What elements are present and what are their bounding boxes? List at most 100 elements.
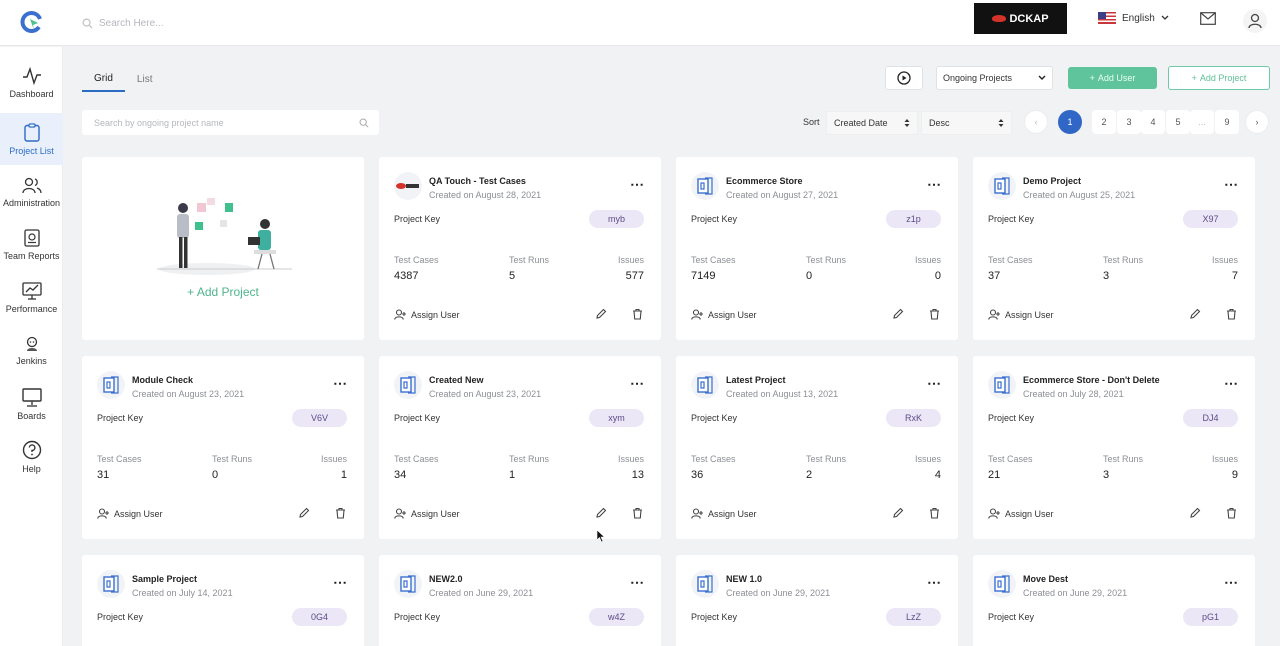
page-button[interactable]: 2	[1092, 110, 1116, 134]
project-name[interactable]: QA Touch - Test Cases	[429, 176, 526, 186]
plus-icon: +	[187, 285, 197, 299]
add-project-label[interactable]: + Add Project	[82, 285, 364, 299]
add-user-button[interactable]: + Add User	[1068, 67, 1157, 89]
sidebar-item-label: Team Reports	[3, 251, 60, 261]
play-button[interactable]	[885, 66, 923, 90]
tab-grid[interactable]: Grid	[82, 66, 125, 92]
project-name[interactable]: Sample Project	[132, 574, 198, 584]
assign-user-button[interactable]: Assign User	[691, 309, 757, 320]
page-button[interactable]: 3	[1117, 110, 1141, 134]
prev-page-button[interactable]: ‹	[1024, 110, 1048, 134]
project-key-label: Project Key	[988, 214, 1035, 224]
sort-order-select[interactable]: Desc	[921, 111, 1012, 135]
user-avatar[interactable]	[1243, 9, 1267, 33]
project-card[interactable]: Demo Project Created on August 25, 2021 …	[973, 157, 1255, 340]
sidebar-item-label: Performance	[5, 304, 58, 314]
more-options-icon[interactable]: ⋯	[927, 375, 942, 391]
edit-project-button[interactable]	[1189, 308, 1201, 323]
page-button[interactable]: 5	[1166, 110, 1190, 134]
delete-project-button[interactable]	[929, 507, 940, 522]
project-card[interactable]: Ecommerce Store Created on August 27, 20…	[676, 157, 958, 340]
project-name[interactable]: Move Dest	[1023, 574, 1069, 584]
sidebar-item-boards[interactable]: Boards	[0, 378, 63, 430]
project-status-select[interactable]: Ongoing Projects	[936, 66, 1053, 90]
add-project-illustration	[157, 198, 292, 275]
project-card[interactable]: QA Touch - Test Cases Created on August …	[379, 157, 661, 340]
edit-project-button[interactable]	[892, 507, 904, 522]
assign-user-button[interactable]: Assign User	[394, 309, 460, 320]
edit-project-button[interactable]	[595, 507, 607, 522]
edit-project-button[interactable]	[1189, 507, 1201, 522]
test-runs-value: 1	[509, 469, 516, 481]
project-card[interactable]: Ecommerce Store - Don't Delete Created o…	[973, 356, 1255, 539]
sidebar-item-dashboard[interactable]: Dashboard	[0, 57, 63, 109]
more-options-icon[interactable]: ⋯	[333, 375, 348, 391]
assign-user-button[interactable]: Assign User	[97, 508, 163, 519]
sidebar-item-performance[interactable]: Performance	[0, 272, 63, 324]
delete-project-button[interactable]	[1226, 308, 1237, 323]
more-options-icon[interactable]: ⋯	[333, 574, 348, 590]
project-card[interactable]: Module Check Created on August 23, 2021 …	[82, 356, 364, 539]
sidebar-item-help[interactable]: Help	[0, 431, 63, 483]
assign-user-button[interactable]: Assign User	[691, 508, 757, 519]
edit-project-button[interactable]	[298, 507, 310, 522]
project-card[interactable]: Sample Project Created on July 14, 2021 …	[82, 555, 364, 646]
project-name[interactable]: Ecommerce Store - Don't Delete	[1023, 375, 1160, 385]
project-key-badge: RxK	[886, 409, 941, 427]
more-options-icon[interactable]: ⋯	[1224, 574, 1239, 590]
dckap-logo-icon	[396, 183, 419, 189]
more-options-icon[interactable]: ⋯	[630, 176, 645, 192]
edit-project-button[interactable]	[595, 308, 607, 323]
project-card[interactable]: NEW 1.0 Created on June 29, 2021 ⋯ Proje…	[676, 555, 958, 646]
mail-icon[interactable]	[1200, 12, 1216, 25]
add-project-card[interactable]: + Add Project	[82, 157, 364, 340]
delete-project-button[interactable]	[1226, 507, 1237, 522]
project-card[interactable]: Latest Project Created on August 13, 202…	[676, 356, 958, 539]
more-options-icon[interactable]: ⋯	[927, 176, 942, 192]
project-search-placeholder: Search by ongoing project name	[94, 117, 224, 128]
more-options-icon[interactable]: ⋯	[927, 574, 942, 590]
page-button[interactable]: 4	[1141, 110, 1165, 134]
project-name[interactable]: Created New	[429, 375, 484, 385]
project-name[interactable]: NEW 1.0	[726, 574, 763, 584]
app-logo-icon[interactable]	[20, 10, 44, 34]
next-page-button[interactable]: ›	[1245, 110, 1269, 134]
tab-list[interactable]: List	[136, 73, 153, 85]
sort-field-select[interactable]: Created Date	[826, 111, 918, 135]
project-card[interactable]: Move Dest Created on June 29, 2021 ⋯ Pro…	[973, 555, 1255, 646]
project-search-input[interactable]: Search by ongoing project name	[82, 110, 379, 135]
page-button[interactable]: 9	[1215, 110, 1239, 134]
sidebar-item-jenkins[interactable]: Jenkins	[0, 325, 63, 377]
pencil-icon	[299, 507, 310, 518]
delete-project-button[interactable]	[335, 507, 346, 522]
project-card[interactable]: NEW2.0 Created on June 29, 2021 ⋯ Projec…	[379, 555, 661, 646]
project-card[interactable]: Created New Created on August 23, 2021 ⋯…	[379, 356, 661, 539]
more-options-icon[interactable]: ⋯	[630, 375, 645, 391]
project-name[interactable]: Module Check	[132, 375, 194, 385]
more-options-icon[interactable]: ⋯	[1224, 176, 1239, 192]
project-name[interactable]: Ecommerce Store	[726, 176, 803, 186]
add-project-button[interactable]: + Add Project	[1168, 66, 1270, 90]
assign-user-button[interactable]: Assign User	[988, 309, 1054, 320]
assign-user-button[interactable]: Assign User	[394, 508, 460, 519]
project-key-label: Project Key	[988, 413, 1035, 423]
delete-project-button[interactable]	[632, 308, 643, 323]
delete-project-button[interactable]	[632, 507, 643, 522]
sidebar-item-project-list[interactable]: Project List	[0, 113, 63, 165]
assign-user-button[interactable]: Assign User	[988, 508, 1054, 519]
delete-project-button[interactable]	[929, 308, 940, 323]
more-options-icon[interactable]: ⋯	[630, 574, 645, 590]
project-name[interactable]: NEW2.0	[429, 574, 463, 584]
project-name[interactable]: Latest Project	[726, 375, 786, 385]
sidebar-item-administration[interactable]: Administration	[0, 166, 63, 218]
trash-icon	[1227, 308, 1236, 320]
global-search-input[interactable]: Search Here...	[82, 14, 382, 32]
test-runs-label: Test Runs	[1103, 454, 1144, 464]
project-name[interactable]: Demo Project	[1023, 176, 1082, 186]
edit-project-button[interactable]	[892, 308, 904, 323]
more-options-icon[interactable]: ⋯	[1224, 375, 1239, 391]
language-selector[interactable]: English	[1098, 12, 1169, 24]
sidebar-item-team-reports[interactable]: Team Reports	[0, 219, 63, 271]
page-button[interactable]: 1	[1058, 110, 1082, 134]
issues-label: Issues	[1211, 255, 1238, 265]
